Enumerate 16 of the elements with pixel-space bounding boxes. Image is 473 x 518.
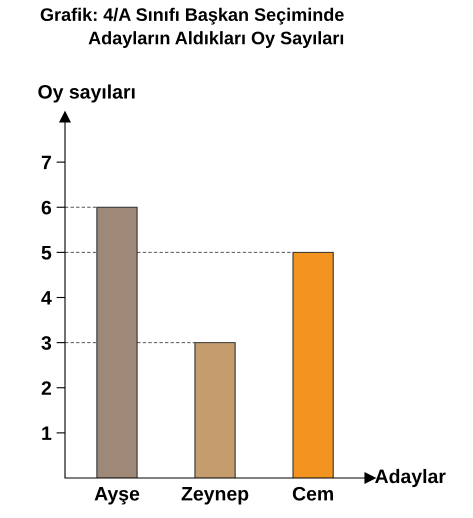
bar [96, 206, 138, 478]
bar [292, 252, 334, 478]
y-tick-label: 3 [41, 336, 52, 350]
y-tick-label: 5 [42, 246, 52, 260]
y-axis-title: Oy sayıları [38, 84, 135, 103]
y-tick-label: 1 [42, 426, 52, 440]
x-tick-label: Cem [292, 486, 333, 501]
bar [194, 342, 236, 478]
x-tick-label: Zeynep [182, 487, 248, 504]
y-tick-label: 7 [42, 156, 51, 170]
chart-title: Grafik: 4/A Sınıfı Başkan Seçiminde Adayların Aldıkları Oy Sayıları [40, 8, 344, 48]
y-tick-label: 2 [42, 381, 52, 395]
y-tick-label: 6 [42, 200, 52, 214]
x-tick-label: Ayşe [94, 487, 140, 504]
y-tick-label: 4 [41, 291, 52, 305]
x-axis-title: Adaylar [375, 468, 446, 488]
